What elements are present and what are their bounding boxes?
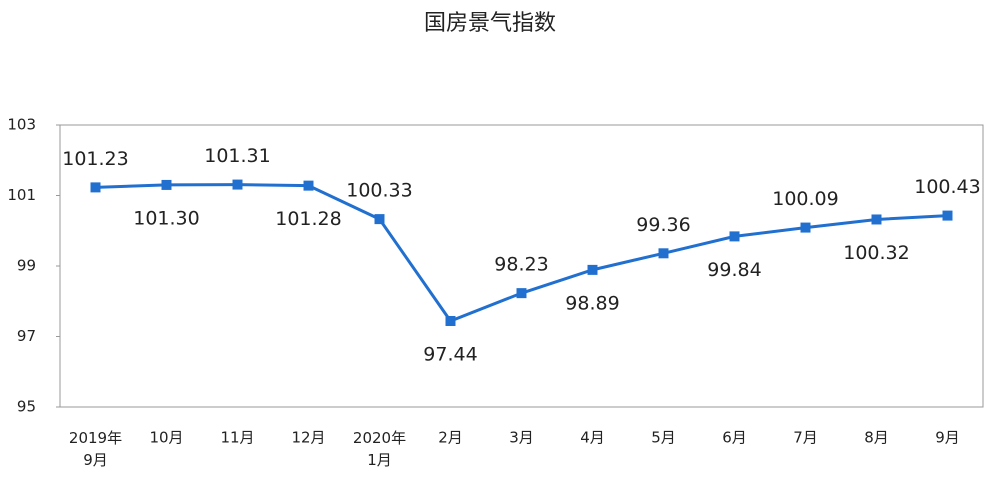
x-tick-label: 8月 (864, 429, 889, 447)
marker (658, 248, 669, 259)
x-tick-label: 12月 (291, 429, 325, 447)
value-label: 98.89 (565, 292, 619, 314)
x-tick-label: 4月 (580, 429, 605, 447)
marker (800, 222, 811, 233)
x-tick-label: 2020年 1月 (353, 429, 406, 469)
marker (729, 231, 740, 242)
y-tick-label: 103 (7, 116, 36, 134)
y-tick-label: 95 (17, 398, 36, 416)
y-tick-label: 101 (7, 186, 36, 204)
value-label: 99.36 (636, 214, 690, 236)
x-tick-label: 9月 (935, 429, 960, 447)
value-label: 101.30 (133, 207, 199, 229)
x-tick-label: 11月 (220, 429, 254, 447)
value-label: 100.43 (914, 176, 980, 198)
marker (90, 182, 101, 193)
marker (232, 179, 243, 190)
marker (374, 214, 385, 225)
value-label: 99.84 (707, 259, 761, 281)
chart-title: 国房景气指数 (424, 11, 556, 36)
value-label: 100.09 (772, 188, 838, 210)
marker (871, 214, 882, 225)
x-tick-label: 2019年 9月 (69, 429, 122, 469)
x-tick-label: 7月 (793, 429, 818, 447)
marker (161, 179, 172, 190)
value-label: 101.28 (275, 208, 341, 230)
value-label: 98.23 (494, 254, 548, 276)
marker (445, 315, 456, 326)
x-tick-label: 10月 (149, 429, 183, 447)
value-label: 100.32 (843, 242, 909, 264)
y-tick-label: 99 (17, 257, 36, 275)
y-tick-label: 97 (17, 327, 36, 345)
marker (303, 180, 314, 191)
x-tick-label: 3月 (509, 429, 534, 447)
value-label: 101.31 (204, 145, 270, 167)
marker (516, 288, 527, 299)
marker (587, 264, 598, 275)
value-label: 101.23 (62, 148, 128, 170)
value-label: 100.33 (346, 180, 412, 202)
value-label: 97.44 (423, 343, 477, 365)
x-tick-label: 6月 (722, 429, 747, 447)
x-tick-label: 5月 (651, 429, 676, 447)
marker (942, 210, 953, 221)
x-tick-label: 2月 (438, 429, 463, 447)
